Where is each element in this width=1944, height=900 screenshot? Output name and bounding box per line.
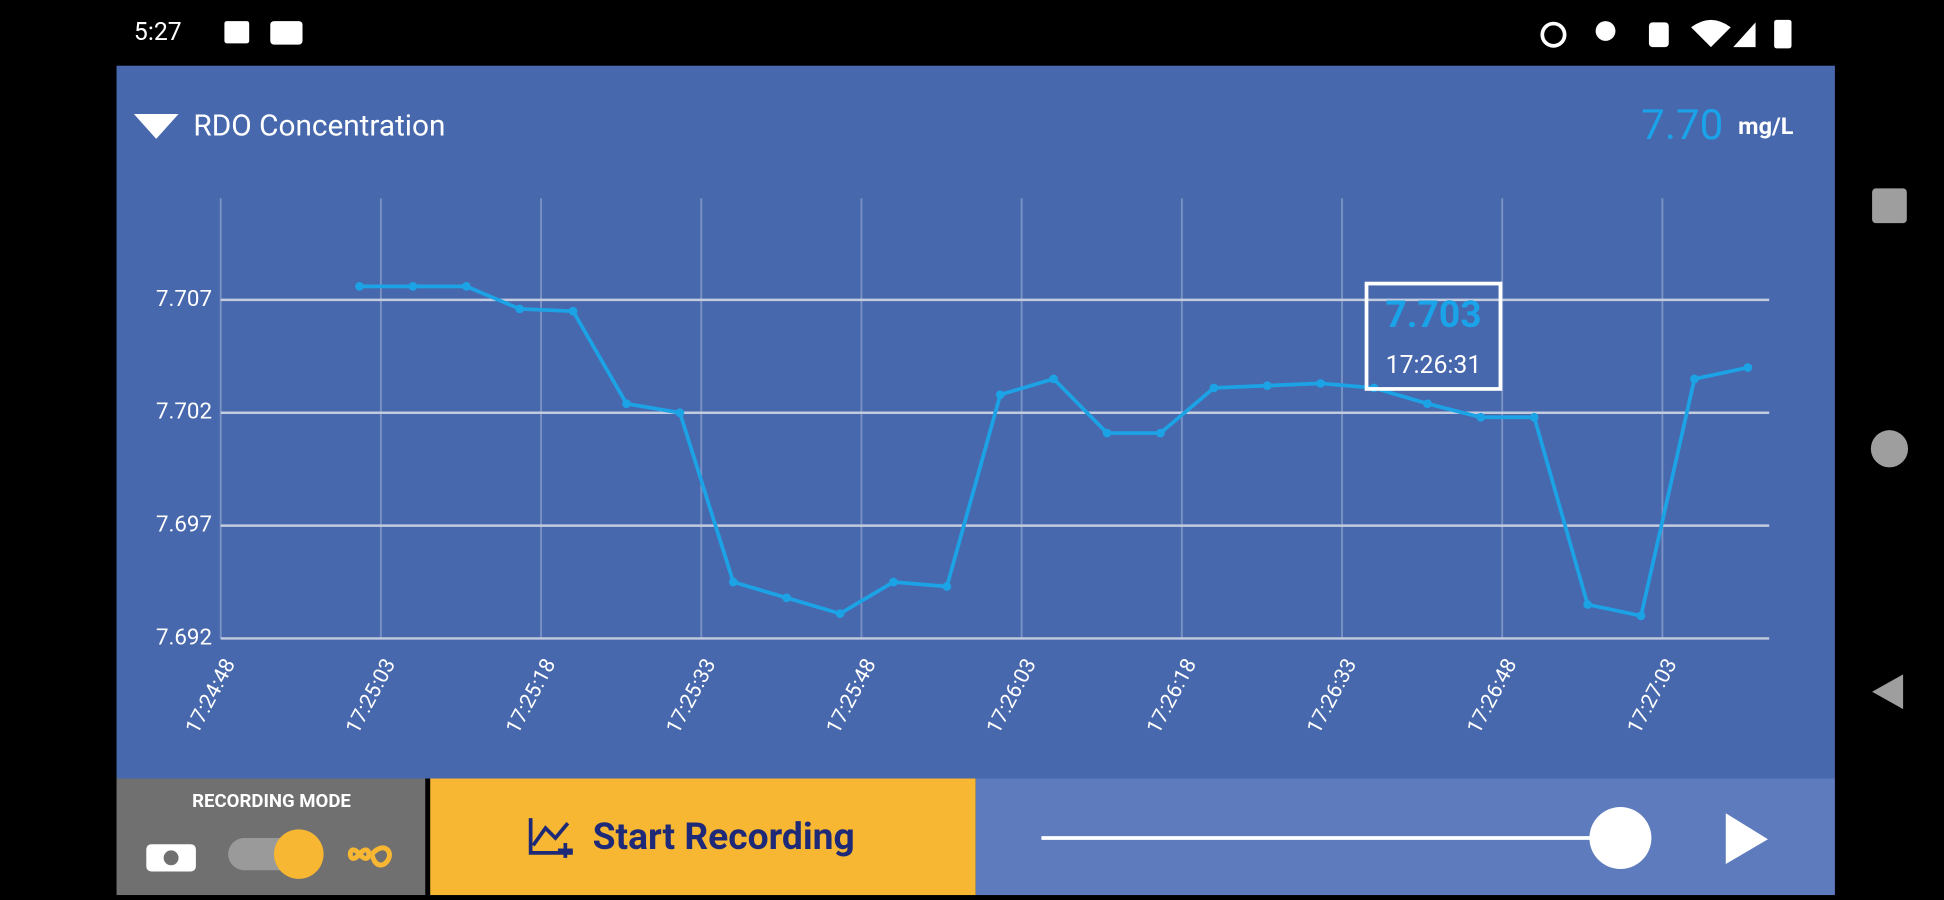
data-point [889, 577, 898, 587]
data-point [1690, 374, 1699, 384]
data-point [568, 306, 578, 316]
data-point [1476, 412, 1486, 422]
nav-back[interactable] [1872, 674, 1904, 710]
mode-panel [116, 778, 426, 896]
reading-unit: mg/L [1738, 112, 1794, 140]
nav-recents[interactable] [1872, 188, 1907, 224]
current-reading: 7.70 [1641, 101, 1723, 150]
data-point [1583, 600, 1592, 609]
tooltip-box [1364, 281, 1503, 391]
data-point [995, 390, 1005, 400]
record-button-label[interactable]: Start Recording [593, 815, 855, 859]
data-point [728, 577, 738, 587]
y-tick-label: 7.702 [156, 399, 212, 425]
tooltip-value: 7.703 [1385, 293, 1481, 337]
data-point [461, 282, 471, 291]
y-tick-label: 7.697 [156, 511, 212, 537]
y-tick-label: 7.707 [156, 286, 212, 312]
data-point [515, 304, 525, 314]
mode-switch-knob[interactable] [273, 829, 324, 879]
data-point [782, 593, 792, 603]
data-point [355, 282, 364, 291]
continuous-icon[interactable] [347, 845, 392, 868]
parameter-title[interactable]: RDO Concentration [193, 109, 445, 144]
data-point [1209, 383, 1219, 393]
play-button[interactable] [1725, 813, 1768, 865]
data-point [1636, 611, 1646, 621]
record-icon [528, 818, 573, 858]
data-point [1423, 399, 1432, 409]
data-point [1049, 374, 1059, 384]
mode-label: RECORDING MODE [192, 790, 351, 812]
data-point [675, 408, 685, 418]
data-point [942, 582, 952, 591]
data-point [1156, 428, 1165, 438]
collapse-toggle[interactable] [133, 114, 179, 139]
nav-home[interactable] [1870, 430, 1909, 468]
slider-knob[interactable] [1589, 807, 1652, 870]
data-point [835, 609, 845, 618]
y-tick-label: 7.692 [156, 624, 212, 650]
data-point [622, 399, 631, 409]
camera-icon[interactable] [146, 844, 196, 872]
data-point [1316, 379, 1325, 388]
data-point [408, 282, 418, 291]
data-point [1529, 412, 1539, 422]
chart-panel [116, 65, 1835, 779]
status-time: 5:27 [134, 18, 182, 47]
record-button[interactable] [430, 778, 976, 896]
data-point [1743, 363, 1753, 372]
tooltip-time: 17:26:31 [1386, 351, 1482, 380]
data-point [1102, 428, 1112, 438]
data-point [1262, 381, 1272, 391]
tooltip: 7.703 17:26:31 [1364, 281, 1503, 391]
